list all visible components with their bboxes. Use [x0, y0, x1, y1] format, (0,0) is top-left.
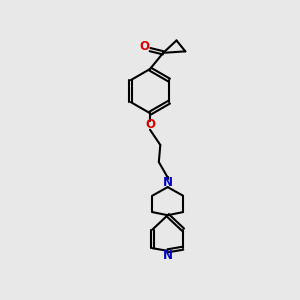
Text: N: N — [163, 176, 173, 189]
Text: O: O — [139, 40, 149, 53]
Text: N: N — [163, 249, 173, 262]
Text: O: O — [145, 118, 155, 131]
